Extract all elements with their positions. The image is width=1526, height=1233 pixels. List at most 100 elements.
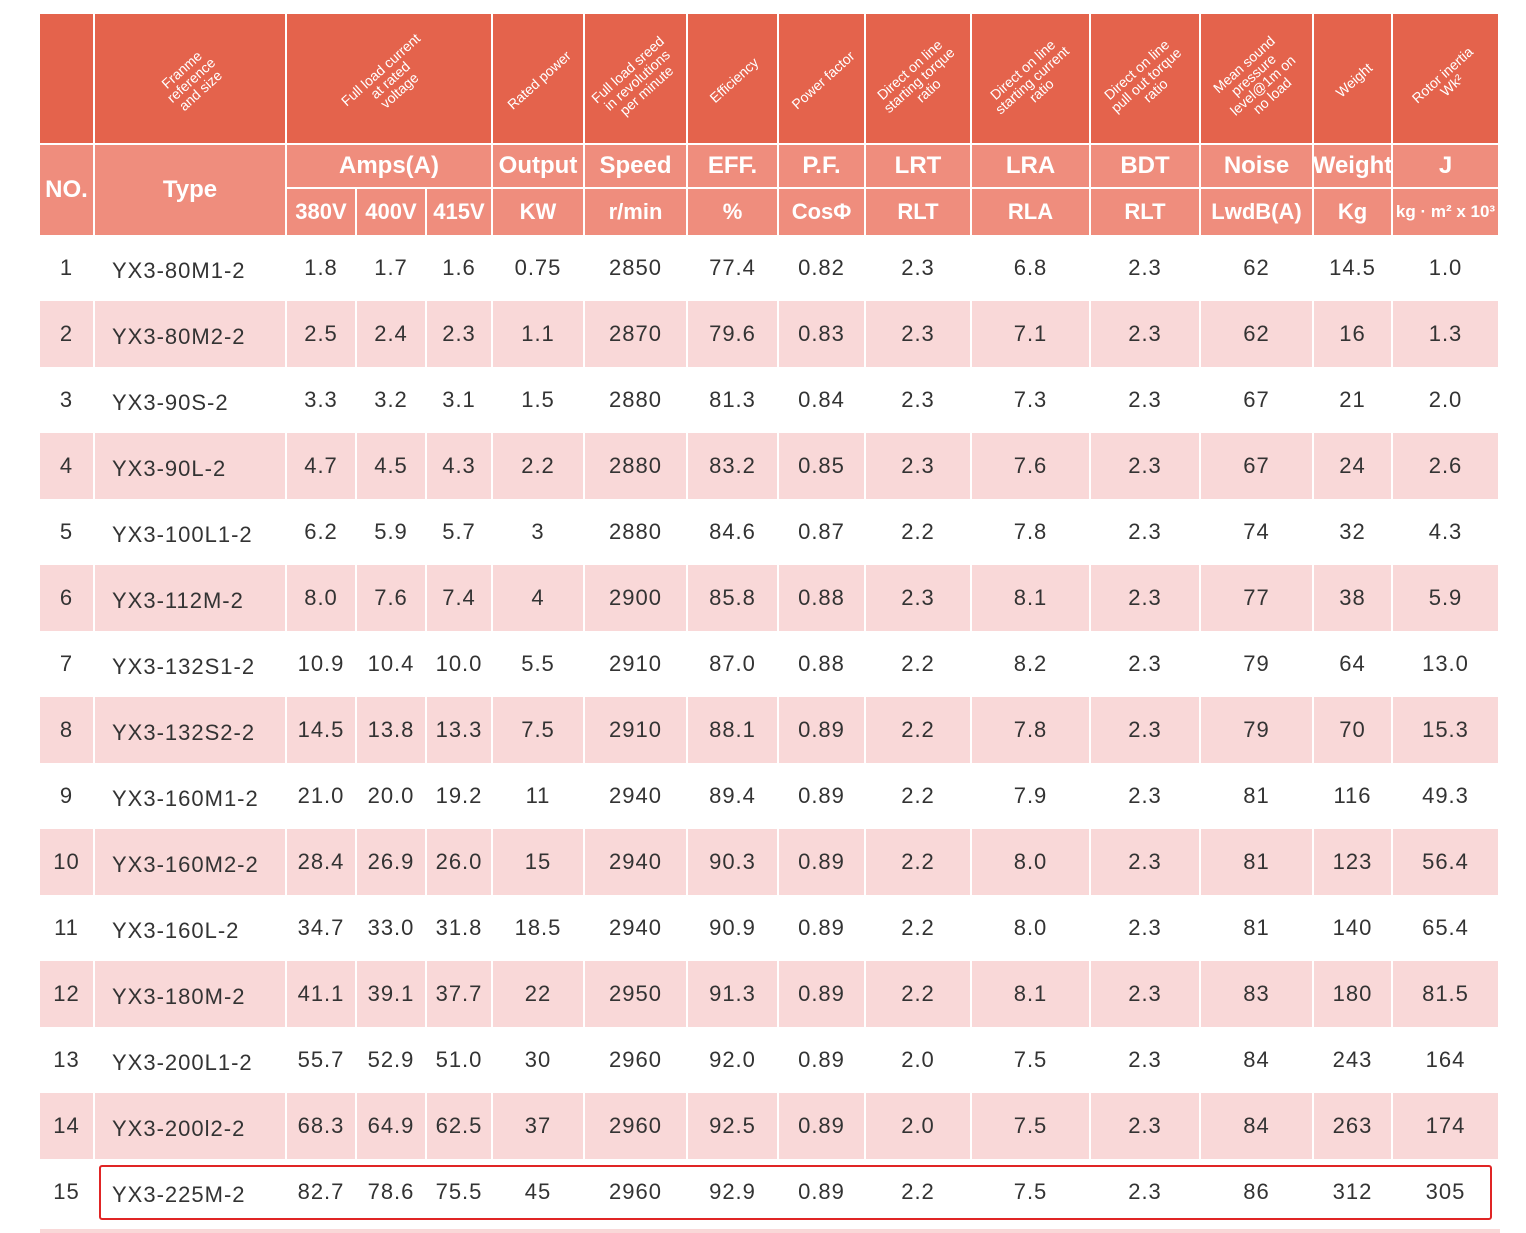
table-cell: 33.0	[357, 895, 427, 961]
table-cell: 2.3	[1091, 1159, 1201, 1225]
table-cell: 2960	[585, 1027, 688, 1093]
table-cell: 90.3	[688, 829, 779, 895]
table-cell: 2.3	[1091, 235, 1201, 301]
table-cell: 15.3	[1393, 697, 1500, 763]
table-cell: 0.89	[779, 697, 866, 763]
cell-bg	[866, 14, 972, 143]
table-cell: 88.1	[688, 697, 779, 763]
header-cell: %	[688, 189, 779, 235]
table-cell: 1.5	[493, 367, 585, 433]
table-cell: 2.3	[1091, 631, 1201, 697]
table-cell: 7.9	[972, 763, 1091, 829]
table-cell: 2940	[585, 895, 688, 961]
table-cell: 2.3	[1091, 829, 1201, 895]
table-cell: YX3-90L-2	[95, 433, 287, 499]
table-cell: YX3-80M1-2	[95, 235, 287, 301]
table-cell: YX3-160M1-2	[95, 763, 287, 829]
table-cell: 24	[1314, 433, 1393, 499]
cell-bg	[493, 14, 585, 143]
table-cell: 0.89	[779, 961, 866, 1027]
table-cell: YX3-100L1-2	[95, 499, 287, 565]
cell-bg	[585, 14, 688, 143]
table-cell: 91.3	[688, 961, 779, 1027]
header-cell: r/min	[585, 189, 688, 235]
table-cell: 89.4	[688, 763, 779, 829]
table-cell: 2.2	[866, 961, 972, 1027]
table-cell: 7.8	[972, 697, 1091, 763]
table-cell: 7.8	[972, 499, 1091, 565]
table-cell: 11	[493, 763, 585, 829]
cell-bg	[1314, 14, 1393, 143]
header-cell: RLA	[972, 189, 1091, 235]
table-cell: 4	[40, 433, 95, 499]
table-cell: 75.5	[427, 1159, 493, 1225]
table-cell: 16	[1314, 301, 1393, 367]
table-cell: 8	[40, 697, 95, 763]
table-cell: 13.3	[427, 697, 493, 763]
header-cell: BDT	[1091, 145, 1201, 189]
table-cell: 116	[1314, 763, 1393, 829]
table-cell: 2960	[585, 1159, 688, 1225]
table-cell: 56.4	[1393, 829, 1500, 895]
table-cell: 5.5	[493, 631, 585, 697]
table-cell: 77	[1201, 565, 1314, 631]
table-cell: 2.2	[866, 499, 972, 565]
table-cell: 2.3	[866, 367, 972, 433]
table-cell: 82.7	[287, 1159, 357, 1225]
table-cell: 81	[1201, 895, 1314, 961]
table-cell: 92.9	[688, 1159, 779, 1225]
row-bg	[40, 1229, 1500, 1233]
table-cell: 2910	[585, 631, 688, 697]
table-cell: 1.7	[357, 235, 427, 301]
table-cell: 8.1	[972, 961, 1091, 1027]
table-cell: 67	[1201, 367, 1314, 433]
table-cell: 1.8	[287, 235, 357, 301]
table-cell: 2.3	[1091, 1027, 1201, 1093]
table-cell: 86	[1201, 1159, 1314, 1225]
table-cell: 64	[1314, 631, 1393, 697]
header-cell: NO.	[40, 145, 95, 235]
table-cell: 15	[493, 829, 585, 895]
table-cell: 81.5	[1393, 961, 1500, 1027]
header-cell: Speed	[585, 145, 688, 189]
table-cell: 6	[40, 565, 95, 631]
table-cell: 2880	[585, 433, 688, 499]
table-cell: 7.3	[972, 367, 1091, 433]
table-cell: 26.9	[357, 829, 427, 895]
table-cell: 81.3	[688, 367, 779, 433]
table-cell: 84	[1201, 1093, 1314, 1159]
table-cell: 1.6	[427, 235, 493, 301]
cell-bg	[1201, 14, 1314, 143]
table-cell: 62	[1201, 301, 1314, 367]
table-cell: 2.5	[287, 301, 357, 367]
table-cell: 84.6	[688, 499, 779, 565]
table-cell: 7.1	[972, 301, 1091, 367]
table-cell: 8.1	[972, 565, 1091, 631]
table-cell: 49.3	[1393, 763, 1500, 829]
table-cell: 2.2	[866, 763, 972, 829]
table-cell: 6.2	[287, 499, 357, 565]
table-cell: 0.83	[779, 301, 866, 367]
table-cell: 2.3	[1091, 301, 1201, 367]
table-cell: 0.89	[779, 1093, 866, 1159]
table-cell: 312	[1314, 1159, 1393, 1225]
table-cell: 2.3	[1091, 367, 1201, 433]
table-cell: 2.2	[866, 631, 972, 697]
table-cell: 174	[1393, 1093, 1500, 1159]
table-cell: 55.7	[287, 1027, 357, 1093]
table-cell: 2.3	[1091, 763, 1201, 829]
table-cell: 81	[1201, 763, 1314, 829]
table-cell: 0.82	[779, 235, 866, 301]
table-cell: 79.6	[688, 301, 779, 367]
table-cell: 2.0	[1393, 367, 1500, 433]
table-cell: YX3-90S-2	[95, 367, 287, 433]
cell-bg	[287, 14, 493, 143]
table-cell: 7	[40, 631, 95, 697]
table-cell: YX3-225M-2	[95, 1159, 287, 1225]
table-cell: YX3-80M2-2	[95, 301, 287, 367]
table-cell: 2.3	[1091, 1093, 1201, 1159]
table-cell: 4.3	[427, 433, 493, 499]
header-cell: P.F.	[779, 145, 866, 189]
table-cell: 2.2	[866, 1159, 972, 1225]
header-cell: CosΦ	[779, 189, 866, 235]
